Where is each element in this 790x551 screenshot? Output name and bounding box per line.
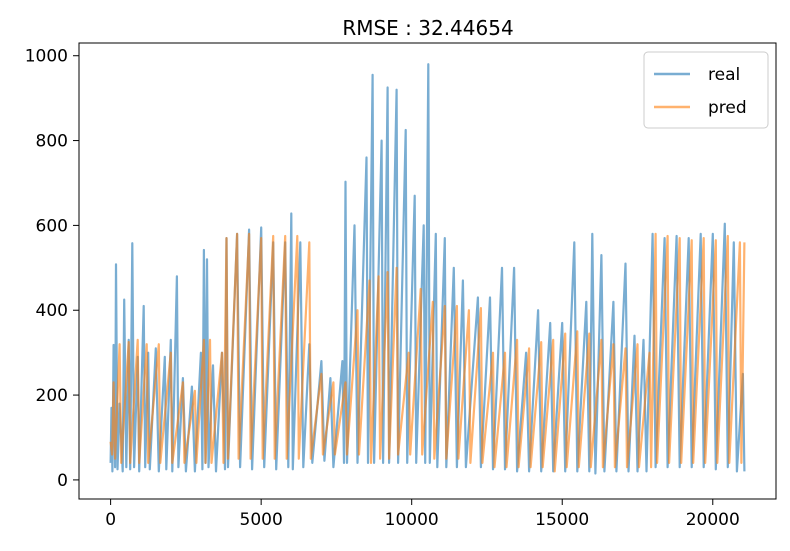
x-tick-label: 0 — [105, 510, 116, 530]
x-tick-label: 5000 — [240, 510, 283, 530]
y-tick-label: 0 — [57, 471, 68, 491]
y-tick-label: 400 — [36, 301, 68, 321]
y-tick-label: 200 — [36, 386, 68, 406]
x-tick-label: 15000 — [535, 510, 589, 530]
legend-box — [643, 51, 769, 129]
legend: real pred — [643, 51, 769, 129]
y-tick-label: 800 — [36, 132, 68, 152]
x-axis: 0 5000 10000 15000 20000 — [105, 499, 740, 530]
x-tick-label: 10000 — [385, 510, 439, 530]
series-line-pred — [109, 232, 746, 473]
series-line-real — [109, 63, 746, 475]
legend-label-real: real — [708, 65, 740, 85]
legend-label-pred: pred — [708, 98, 747, 118]
chart-title: RMSE : 32.44654 — [342, 16, 513, 40]
x-tick-label: 20000 — [686, 510, 740, 530]
series-layer — [109, 63, 746, 475]
y-axis: 0 200 400 600 800 1000 — [25, 47, 79, 491]
y-tick-label: 1000 — [25, 47, 68, 67]
y-tick-label: 600 — [36, 216, 68, 236]
plot-frame — [78, 42, 777, 500]
